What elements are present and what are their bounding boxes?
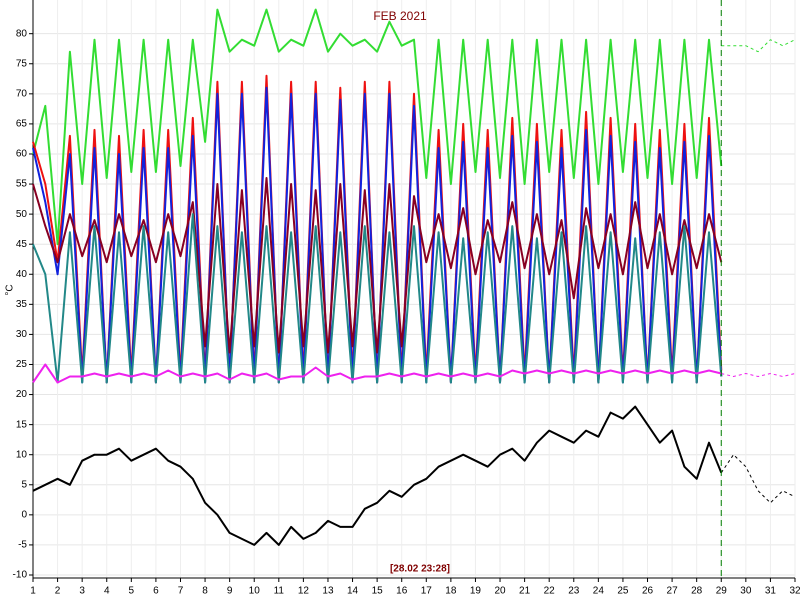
x-tick-label: 18 bbox=[445, 586, 457, 597]
series-line bbox=[32, 213, 723, 384]
x-tick-label: 4 bbox=[104, 586, 110, 597]
x-tick-label: 19 bbox=[470, 586, 482, 597]
x-tick-label: 6 bbox=[153, 586, 159, 597]
y-tick-label: 40 bbox=[16, 269, 28, 280]
y-tick-label: 35 bbox=[16, 299, 28, 310]
x-tick-label: 16 bbox=[396, 586, 408, 597]
x-tick-label: 29 bbox=[716, 586, 728, 597]
x-tick-label: 8 bbox=[202, 586, 208, 597]
forecast-line bbox=[721, 373, 796, 377]
x-tick-label: 26 bbox=[642, 586, 654, 597]
x-tick-label: 11 bbox=[274, 586, 285, 597]
x-tick-label: 30 bbox=[740, 586, 752, 597]
x-tick-label: 23 bbox=[568, 586, 580, 597]
y-tick-label: 75 bbox=[16, 58, 28, 69]
y-tick-label: -10 bbox=[13, 570, 28, 581]
y-axis-label: °C bbox=[5, 284, 16, 295]
y-tick-label: 20 bbox=[16, 389, 28, 400]
series-line bbox=[32, 8, 723, 246]
x-tick-label: 1 bbox=[30, 586, 36, 597]
x-tick-label: 2 bbox=[55, 586, 61, 597]
forecast-line bbox=[721, 39, 796, 53]
x-tick-label: 21 bbox=[519, 586, 531, 597]
x-tick-label: 28 bbox=[691, 586, 703, 597]
x-tick-label: 12 bbox=[298, 586, 310, 597]
x-tick-label: 9 bbox=[227, 586, 233, 597]
y-tick-label: 15 bbox=[16, 419, 28, 430]
x-tick-label: 27 bbox=[667, 586, 679, 597]
y-tick-label: 25 bbox=[16, 359, 28, 370]
x-tick-label: 15 bbox=[372, 586, 384, 597]
x-tick-label: 20 bbox=[494, 586, 506, 597]
chart-title: FEB 2021 bbox=[373, 9, 427, 23]
y-tick-label: 55 bbox=[16, 179, 28, 190]
series-line bbox=[32, 363, 722, 384]
y-tick-label: 80 bbox=[16, 28, 28, 39]
y-tick-label: 10 bbox=[16, 449, 28, 460]
x-tick-label: 14 bbox=[347, 586, 359, 597]
x-tick-label: 7 bbox=[178, 586, 184, 597]
x-tick-label: 3 bbox=[79, 586, 85, 597]
x-tick-label: 13 bbox=[322, 586, 334, 597]
series-line bbox=[32, 405, 723, 546]
y-tick-label: 50 bbox=[16, 209, 28, 220]
series-line bbox=[32, 177, 723, 354]
x-tick-label: 25 bbox=[617, 586, 629, 597]
x-tick-label: 22 bbox=[544, 586, 556, 597]
x-tick-label: 17 bbox=[421, 586, 433, 597]
x-tick-label: 31 bbox=[765, 586, 777, 597]
y-tick-label: 5 bbox=[21, 479, 27, 490]
y-tick-label: 30 bbox=[16, 329, 28, 340]
y-tick-label: 65 bbox=[16, 119, 28, 130]
x-tick-label: 5 bbox=[129, 586, 135, 597]
x-tick-label: 24 bbox=[593, 586, 605, 597]
y-tick-label: 60 bbox=[16, 149, 28, 160]
y-tick-label: 70 bbox=[16, 88, 28, 99]
x-tick-label: 32 bbox=[789, 586, 800, 597]
y-tick-label: 0 bbox=[21, 509, 27, 520]
x-tick-label: 10 bbox=[249, 586, 261, 597]
y-tick-label: -5 bbox=[18, 540, 27, 551]
y-tick-label: 45 bbox=[16, 239, 28, 250]
annotation: [28.02 23:28] bbox=[390, 564, 450, 575]
